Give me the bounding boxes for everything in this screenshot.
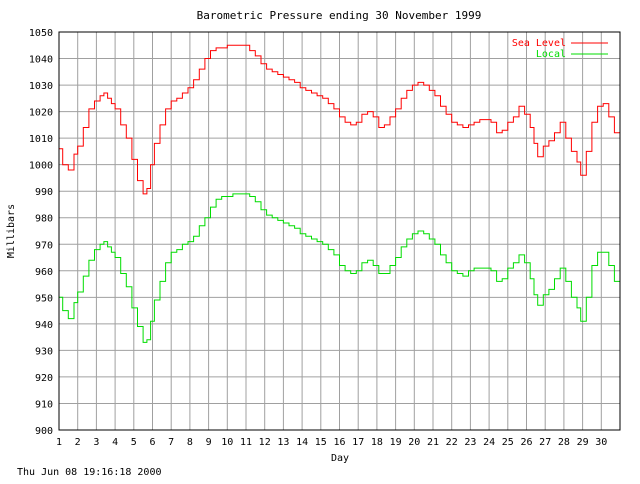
x-tick-label: 21: [427, 437, 439, 448]
legend-label-sea-level: Sea Level: [512, 38, 566, 49]
x-tick-label: 24: [483, 437, 495, 448]
y-tick-label: 1010: [29, 134, 53, 145]
plot-frame: [58, 31, 621, 431]
x-tick-label: 7: [168, 437, 174, 448]
timestamp-footer: Thu Jun 08 19:16:18 2000: [17, 467, 162, 478]
y-tick-label: 1000: [29, 161, 53, 172]
y-tick-label: 920: [35, 373, 53, 384]
x-tick-label: 13: [277, 437, 289, 448]
x-tick-label: 20: [408, 437, 420, 448]
y-tick-label: 1020: [29, 108, 53, 119]
x-tick-label: 12: [259, 437, 271, 448]
x-axis-label: Day: [331, 453, 349, 464]
x-tick-label: 17: [352, 437, 364, 448]
y-tick-labels: 900 910 920 930 940 950 960 970 980 990 1000 1010 10…: [29, 28, 53, 437]
y-tick-label: 960: [35, 267, 53, 278]
y-tick-label: 930: [35, 346, 53, 357]
x-tick-label: 10: [221, 437, 233, 448]
x-tick-label: 29: [577, 437, 589, 448]
x-tick-label: 2: [75, 437, 81, 448]
x-tick-label: 15: [315, 437, 327, 448]
x-tick-label: 9: [206, 437, 212, 448]
y-tick-label: 990: [35, 187, 53, 198]
x-tick-label: 3: [93, 437, 99, 448]
x-tick-label: 26: [520, 437, 532, 448]
x-tick-label: 14: [296, 437, 308, 448]
x-tick-label: 25: [502, 437, 514, 448]
y-tick-label: 1030: [29, 81, 53, 92]
x-tick-label: 19: [390, 437, 402, 448]
x-tick-label: 4: [112, 437, 118, 448]
x-tick-label: 1: [56, 437, 62, 448]
x-tick-label: 11: [240, 437, 252, 448]
y-tick-label: 900: [35, 426, 53, 437]
x-tick-label: 16: [333, 437, 345, 448]
x-tick-label: 22: [446, 437, 458, 448]
y-tick-label: 1040: [29, 55, 53, 66]
x-tick-label: 28: [558, 437, 570, 448]
x-tick-label: 27: [539, 437, 551, 448]
x-tick-label: 23: [464, 437, 476, 448]
series-lines: [59, 44, 621, 343]
x-tick-label: 6: [149, 437, 155, 448]
y-tick-label: 970: [35, 240, 53, 251]
y-tick-label: 910: [35, 399, 53, 410]
legend-label-local: Local: [536, 49, 566, 60]
series-line-sea-level: [59, 44, 620, 195]
legend: Sea Level Local: [512, 38, 608, 60]
y-tick-label: 980: [35, 214, 53, 225]
y-tick-label: 1050: [29, 28, 53, 39]
y-axis-label: Millibars: [6, 204, 17, 258]
x-tick-label: 18: [371, 437, 383, 448]
y-tick-label: 950: [35, 293, 53, 304]
x-tick-label: 30: [595, 437, 607, 448]
x-tick-label: 8: [187, 437, 193, 448]
y-tick-label: 940: [35, 320, 53, 331]
x-tick-labels: 1 2 3 4 5 6 7 8 9 10 11 12 13 14 15 16 17 18 19 20 21 22 23 24 2…: [56, 437, 607, 448]
chart-title: Barometric Pressure ending 30 November 1…: [197, 9, 482, 22]
grid-lines: [59, 32, 620, 430]
x-tick-label: 5: [131, 437, 137, 448]
series-line-local: [59, 193, 621, 343]
